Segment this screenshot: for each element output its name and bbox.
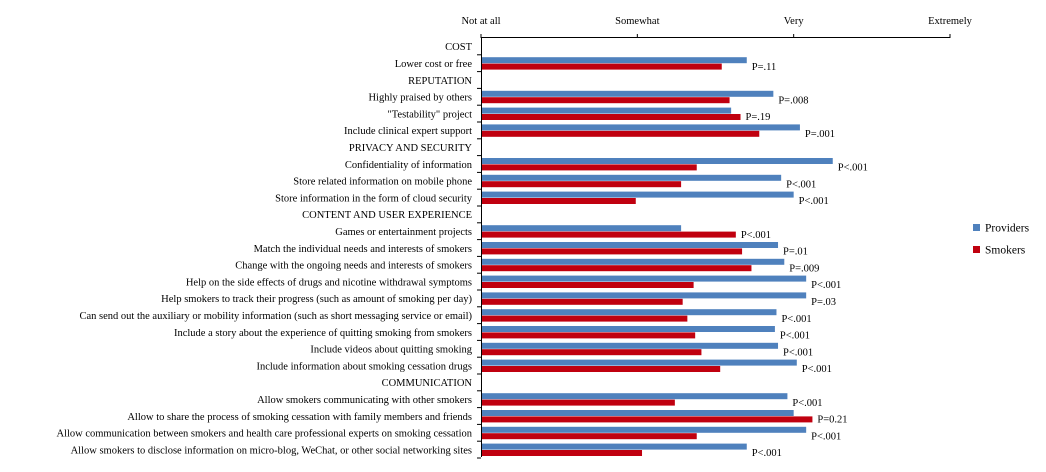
bar-providers	[482, 107, 732, 114]
bar-providers	[482, 393, 788, 400]
bar-providers	[482, 90, 774, 97]
category-label: Lower cost or free	[395, 59, 473, 70]
p-value-label: P<.001	[780, 331, 810, 342]
bar-smokers	[482, 366, 721, 372]
p-value-label: P<.001	[741, 230, 771, 241]
bar-smokers	[482, 433, 697, 440]
bar-providers	[482, 326, 775, 332]
bar-providers	[482, 443, 747, 450]
p-value-label: P=.009	[789, 263, 819, 274]
bar-smokers	[482, 63, 722, 70]
x-tick-label: Extremely	[928, 16, 972, 27]
category-label: Include a story about the experience of …	[174, 328, 472, 339]
x-tick-label: Very	[784, 16, 805, 27]
category-label: Include videos about quitting smoking	[310, 345, 472, 356]
bar-smokers	[482, 97, 730, 104]
bar-smokers	[482, 298, 683, 305]
bar-smokers	[482, 198, 636, 204]
bar-providers	[482, 191, 794, 198]
category-label: Help smokers to track their progress (su…	[161, 294, 472, 305]
p-value-label: P=.01	[783, 247, 808, 258]
bar-smokers	[482, 282, 694, 288]
category-label: Allow to share the process of smoking ce…	[127, 412, 472, 423]
p-value-label: P<.001	[786, 179, 816, 190]
bar-smokers	[482, 349, 702, 356]
category-label: Can send out the auxiliary or mobility i…	[80, 311, 473, 322]
bar-providers	[482, 124, 800, 131]
category-label: Confidentiality of information	[345, 160, 473, 171]
bar-smokers	[482, 248, 743, 255]
section-header: CONTENT AND USER EXPERIENCE	[302, 210, 472, 221]
p-value-label: P<.001	[792, 398, 822, 409]
p-value-label: P<.001	[799, 196, 829, 207]
x-tick-label: Somewhat	[615, 16, 659, 27]
p-value-label: P=.008	[778, 95, 808, 106]
bar-smokers	[482, 450, 643, 456]
section-header: REPUTATION	[408, 76, 472, 87]
bar-smokers	[482, 399, 675, 406]
section-header: COST	[445, 42, 472, 53]
category-label: Allow smokers to disclose information on…	[71, 445, 472, 456]
bar-providers	[482, 410, 794, 416]
p-value-label: P<.001	[783, 347, 813, 358]
bar-smokers	[482, 315, 688, 322]
bar-providers	[482, 275, 807, 282]
x-tick-label: Not at all	[461, 16, 500, 27]
bar-smokers	[482, 332, 696, 339]
p-value-label: P=.11	[752, 62, 777, 73]
bar-providers	[482, 158, 833, 164]
p-value-label: P=.03	[811, 297, 836, 308]
category-label: Store information in the form of cloud s…	[275, 193, 473, 204]
category-label: Include information about smoking cessat…	[256, 361, 472, 372]
bar-providers	[482, 292, 807, 299]
legend-swatch	[973, 224, 980, 231]
section-header: PRIVACY AND SECURITY	[349, 143, 473, 154]
bar-providers	[482, 342, 779, 349]
p-value-label: P<.001	[811, 431, 841, 442]
bar-providers	[482, 57, 747, 64]
bar-smokers	[482, 114, 741, 120]
section-header: COMMUNICATION	[382, 378, 473, 389]
category-label: Change with the ongoing needs and intere…	[235, 261, 472, 272]
bar-providers	[482, 309, 777, 316]
p-value-label: P<.001	[752, 448, 782, 459]
p-value-label: P<.001	[838, 163, 868, 174]
category-label: "Testability" project	[387, 109, 472, 120]
bar-smokers	[482, 181, 682, 188]
bar-smokers	[482, 231, 736, 238]
bar-providers	[482, 242, 779, 248]
legend-label: Smokers	[985, 245, 1026, 257]
category-label: Match the individual needs and interests…	[254, 244, 472, 255]
bar-providers	[482, 258, 785, 265]
p-value-label: P<.001	[802, 364, 832, 375]
bar-providers	[482, 174, 782, 181]
p-value-label: P<.001	[811, 280, 841, 291]
legend-label: Providers	[985, 223, 1030, 235]
category-label: Help on the side effects of drugs and ni…	[186, 277, 472, 288]
p-value-label: P=0.21	[817, 415, 847, 426]
bar-providers	[482, 225, 682, 232]
category-label: Highly praised by others	[368, 93, 472, 104]
p-value-label: P<.001	[781, 314, 811, 325]
bar-smokers	[482, 265, 752, 272]
category-label: Allow communication between smokers and …	[56, 429, 472, 440]
bar-providers	[482, 426, 807, 433]
bar-smokers	[482, 164, 697, 171]
category-label: Allow smokers communicating with other s…	[257, 395, 472, 406]
p-value-label: P=.19	[746, 112, 771, 123]
bar-smokers	[482, 130, 760, 137]
p-value-label: P=.001	[805, 129, 835, 140]
category-label: Store related information on mobile phon…	[293, 177, 472, 188]
legend-swatch	[973, 246, 980, 253]
bar-smokers	[482, 416, 813, 423]
category-label: Include clinical expert support	[344, 126, 472, 137]
bar-providers	[482, 359, 797, 366]
category-label: Games or entertainment projects	[335, 227, 472, 238]
